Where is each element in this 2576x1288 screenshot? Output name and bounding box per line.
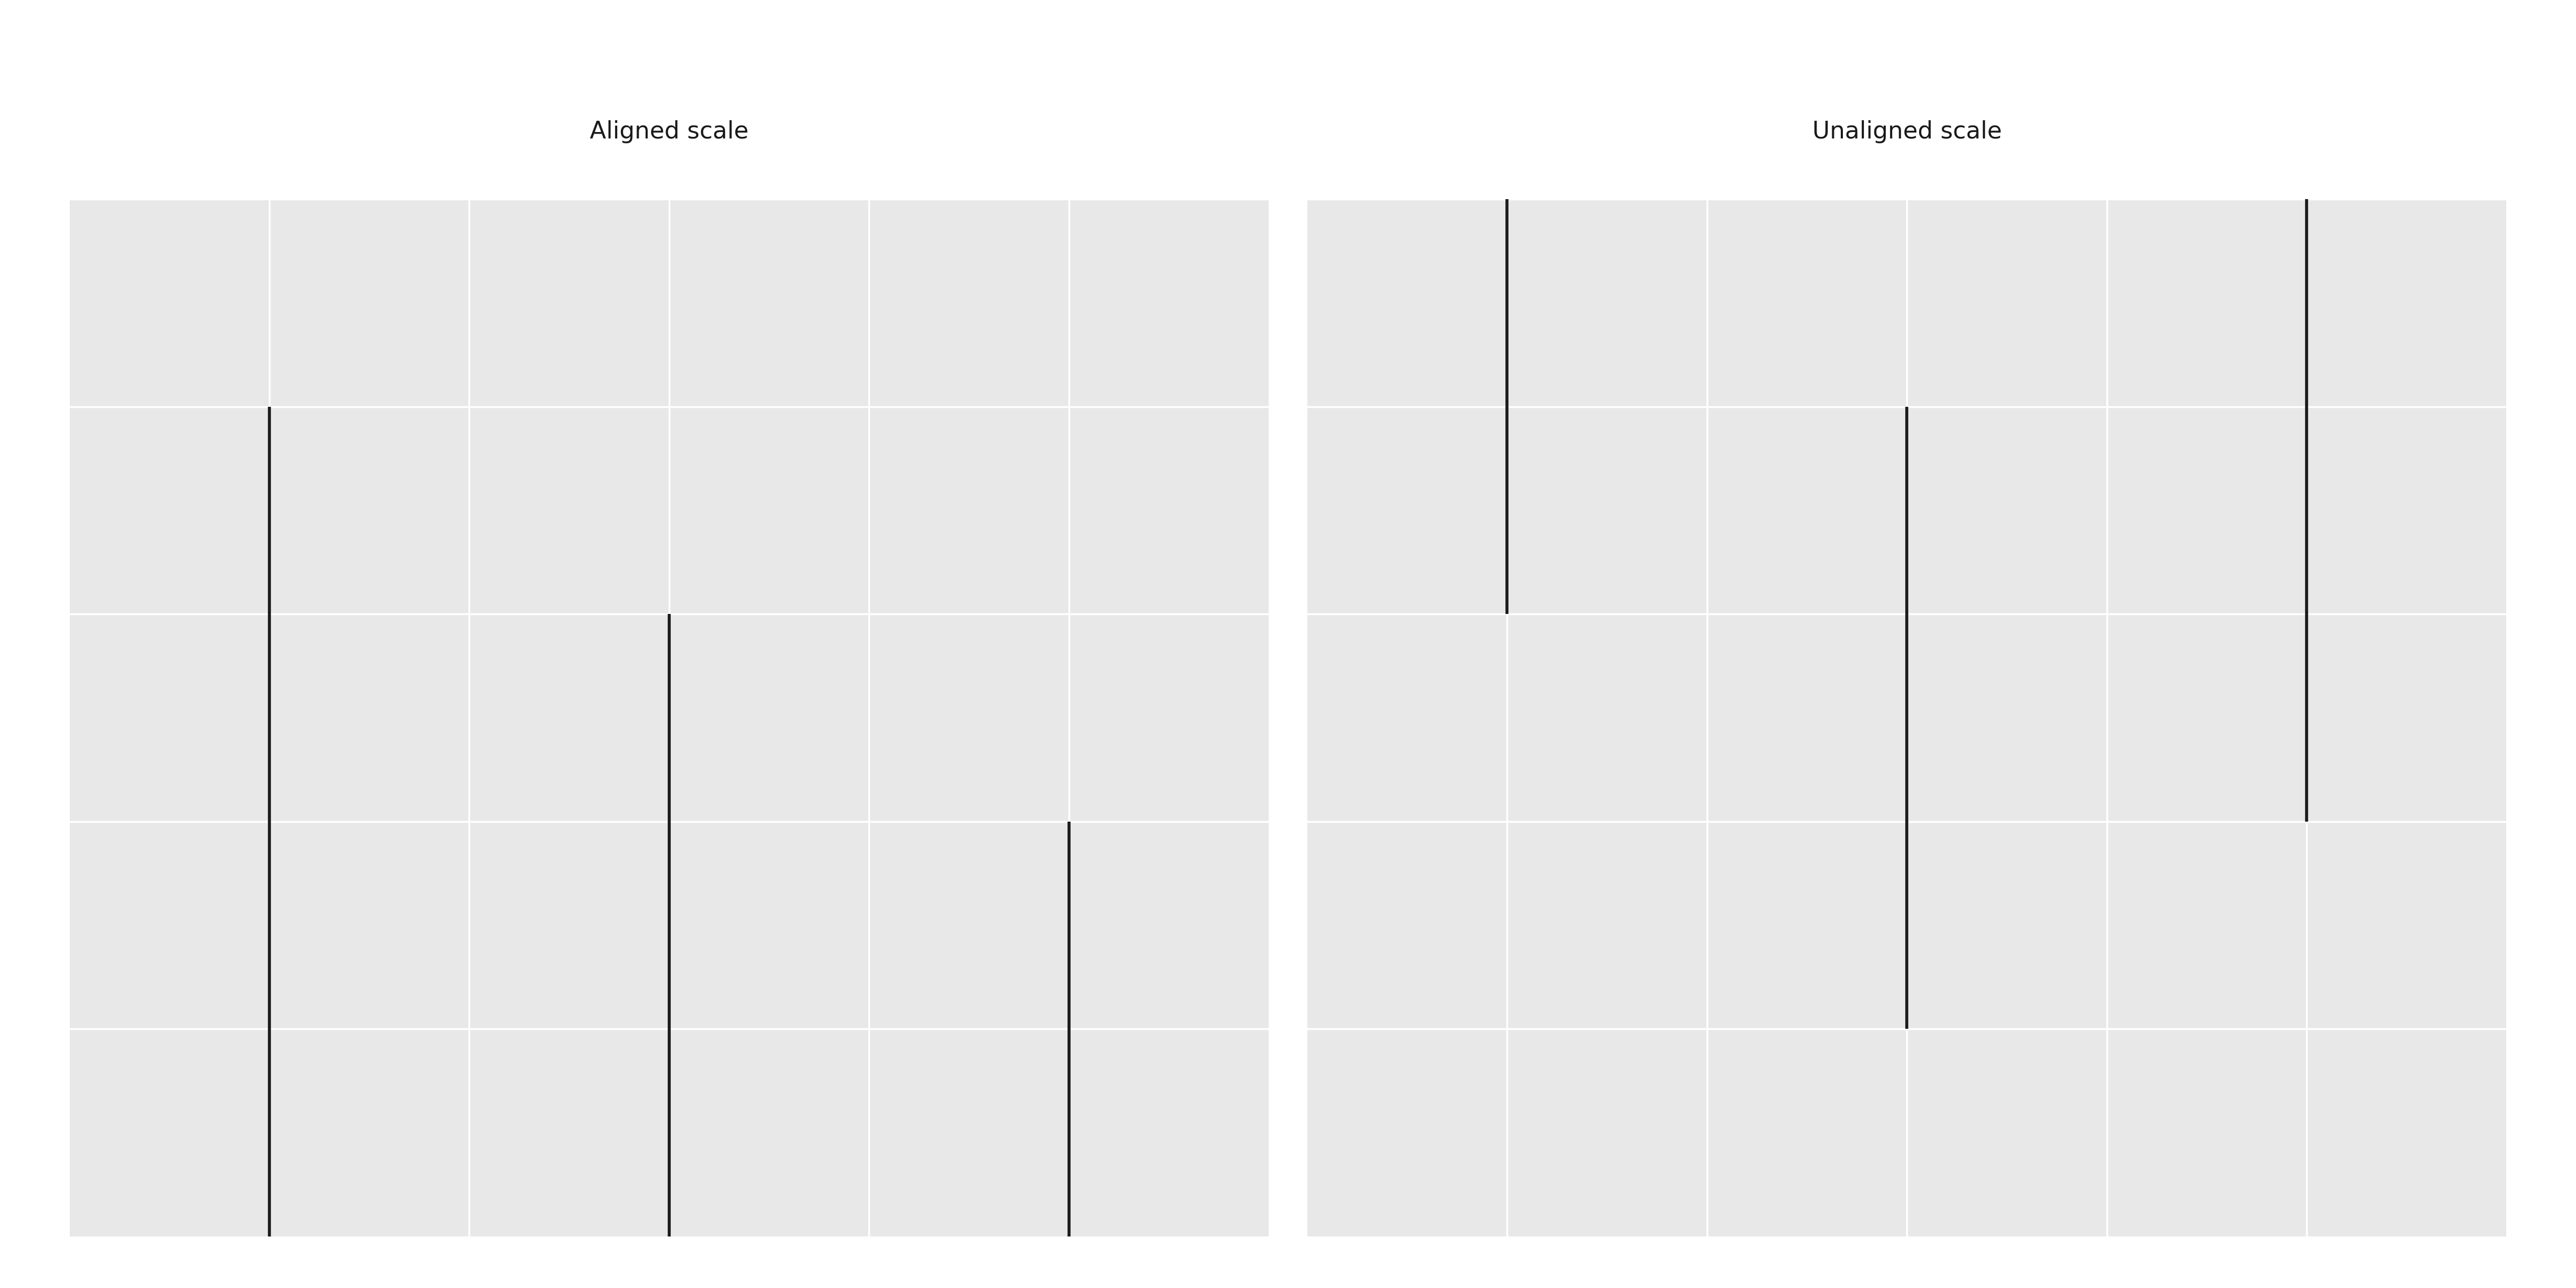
Text: Unaligned scale: Unaligned scale [1811, 120, 2002, 143]
Text: Aligned scale: Aligned scale [590, 120, 750, 143]
